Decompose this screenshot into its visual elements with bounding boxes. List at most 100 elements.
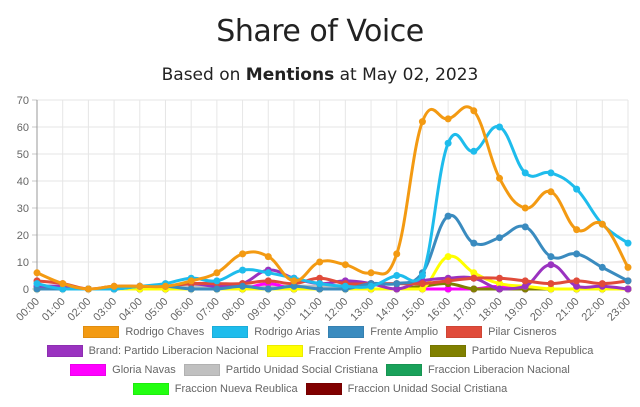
data-point[interactable] <box>573 277 581 285</box>
data-point[interactable] <box>444 212 452 220</box>
data-point[interactable] <box>213 277 221 285</box>
data-point[interactable] <box>161 282 169 290</box>
data-point[interactable] <box>316 274 324 282</box>
data-point[interactable] <box>418 280 426 288</box>
data-point[interactable] <box>393 280 401 288</box>
data-point[interactable] <box>187 277 195 285</box>
data-point[interactable] <box>239 282 247 290</box>
data-point[interactable] <box>239 266 247 274</box>
data-point[interactable] <box>573 185 581 193</box>
legend-item[interactable]: Gloria Navas <box>70 363 176 376</box>
data-point[interactable] <box>496 274 504 282</box>
x-axis: 00:0001:0002:0003:0004:0005:0006:0007:00… <box>14 296 633 324</box>
data-point[interactable] <box>213 285 221 293</box>
x-tick-label: 11:00 <box>297 296 324 323</box>
subtitle-metric: Mentions <box>245 65 335 85</box>
data-point[interactable] <box>59 280 67 288</box>
data-point[interactable] <box>470 274 478 282</box>
data-point[interactable] <box>239 250 247 258</box>
data-point[interactable] <box>521 277 529 285</box>
data-point[interactable] <box>316 258 324 266</box>
data-point[interactable] <box>496 123 504 131</box>
data-point[interactable] <box>624 277 632 285</box>
legend-item[interactable]: Fraccion Nueva Reublica <box>132 382 298 395</box>
legend-item[interactable]: Pilar Cisneros <box>446 325 557 338</box>
data-point[interactable] <box>470 269 478 277</box>
legend-item[interactable]: Partido Nueva Republica <box>429 344 593 357</box>
legend-item[interactable]: Fraccion Liberacion Nacional <box>385 363 570 376</box>
legend-item[interactable]: Partido Unidad Social Cristiana <box>183 363 378 376</box>
data-point[interactable] <box>136 282 144 290</box>
legend-swatch <box>70 363 107 376</box>
legend-item[interactable]: Fraccion Frente Amplio <box>266 344 422 357</box>
data-point[interactable] <box>393 272 401 279</box>
data-point[interactable] <box>470 239 478 247</box>
data-point[interactable] <box>521 223 529 231</box>
data-point[interactable] <box>547 280 555 288</box>
data-point[interactable] <box>470 107 478 115</box>
legend-item[interactable]: Fraccion Unidad Social Cristiana <box>305 382 507 395</box>
data-point[interactable] <box>598 263 606 271</box>
data-point[interactable] <box>367 269 375 277</box>
data-point[interactable] <box>598 220 606 228</box>
data-point[interactable] <box>547 261 555 269</box>
data-point[interactable] <box>573 226 581 234</box>
data-point[interactable] <box>547 169 555 177</box>
data-point[interactable] <box>367 282 375 290</box>
legend-item[interactable]: Rodrigo Chaves <box>83 325 204 338</box>
data-point[interactable] <box>547 285 555 293</box>
data-point[interactable] <box>624 263 632 271</box>
data-point[interactable] <box>264 277 272 285</box>
data-point[interactable] <box>84 285 92 293</box>
y-tick-label: 0 <box>23 284 29 296</box>
data-point[interactable] <box>521 282 529 290</box>
data-point[interactable] <box>444 115 452 123</box>
data-point[interactable] <box>264 285 272 293</box>
data-point[interactable] <box>573 282 581 290</box>
data-point[interactable] <box>110 282 118 290</box>
data-point[interactable] <box>598 280 606 288</box>
data-point[interactable] <box>418 118 426 126</box>
data-point[interactable] <box>496 285 504 293</box>
data-point[interactable] <box>59 285 67 293</box>
data-point[interactable] <box>624 285 632 293</box>
data-point[interactable] <box>496 234 504 242</box>
data-point[interactable] <box>341 282 349 290</box>
data-point[interactable] <box>496 280 504 288</box>
data-point[interactable] <box>470 147 478 155</box>
data-point[interactable] <box>444 285 452 293</box>
data-point[interactable] <box>393 285 401 293</box>
legend-item[interactable]: Frente Amplio <box>328 325 439 338</box>
data-point[interactable] <box>213 269 221 277</box>
data-point[interactable] <box>547 188 555 196</box>
data-point[interactable] <box>33 285 41 293</box>
data-point[interactable] <box>33 269 41 277</box>
data-point[interactable] <box>316 285 324 293</box>
data-point[interactable] <box>444 277 452 285</box>
data-point[interactable] <box>521 204 529 212</box>
legend-item[interactable]: Brand: Partido Liberacion Nacional <box>46 344 259 357</box>
legend-label: Fraccion Frente Amplio <box>308 344 422 357</box>
data-point[interactable] <box>290 277 298 285</box>
legend-label: Frente Amplio <box>370 325 439 338</box>
data-point[interactable] <box>444 139 452 147</box>
data-point[interactable] <box>316 280 324 288</box>
data-point[interactable] <box>187 285 195 293</box>
data-point[interactable] <box>418 285 426 293</box>
data-point[interactable] <box>393 250 401 258</box>
data-point[interactable] <box>624 239 632 247</box>
data-point[interactable] <box>547 253 555 261</box>
data-point[interactable] <box>341 261 349 269</box>
legend-item[interactable]: Rodrigo Arias <box>212 325 320 338</box>
data-point[interactable] <box>444 253 452 261</box>
data-point[interactable] <box>264 253 272 261</box>
data-point[interactable] <box>418 272 426 279</box>
data-point[interactable] <box>264 269 272 277</box>
data-point[interactable] <box>33 280 41 288</box>
data-point[interactable] <box>573 250 581 258</box>
data-point[interactable] <box>470 285 478 293</box>
legend-swatch <box>212 325 249 338</box>
data-point[interactable] <box>290 282 298 290</box>
data-point[interactable] <box>521 169 529 177</box>
data-point[interactable] <box>496 174 504 182</box>
